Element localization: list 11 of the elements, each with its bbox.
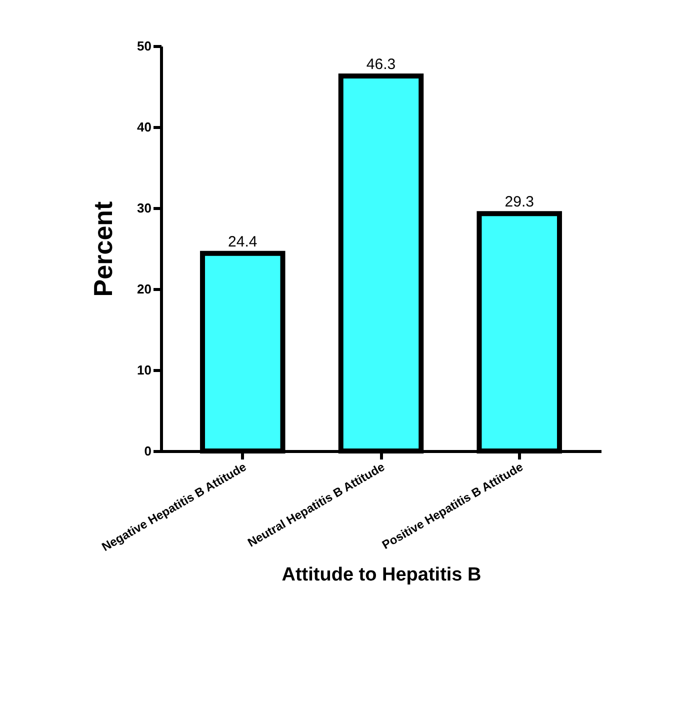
data-label: 24.4 <box>228 233 258 250</box>
data-label: 29.3 <box>504 194 534 211</box>
data-label: 46.3 <box>366 56 396 73</box>
y-tick-label: 50 <box>137 38 152 54</box>
x-axis-title: Attitude to Hepatitis B <box>282 564 482 586</box>
y-axis-title: Percent <box>88 200 118 297</box>
y-tick-label: 30 <box>137 200 152 216</box>
y-tick-label: 10 <box>137 362 152 378</box>
y-tick-label: 40 <box>137 120 152 134</box>
y-tick-label: 0 <box>144 444 152 458</box>
y-tick-label: 20 <box>137 282 152 296</box>
